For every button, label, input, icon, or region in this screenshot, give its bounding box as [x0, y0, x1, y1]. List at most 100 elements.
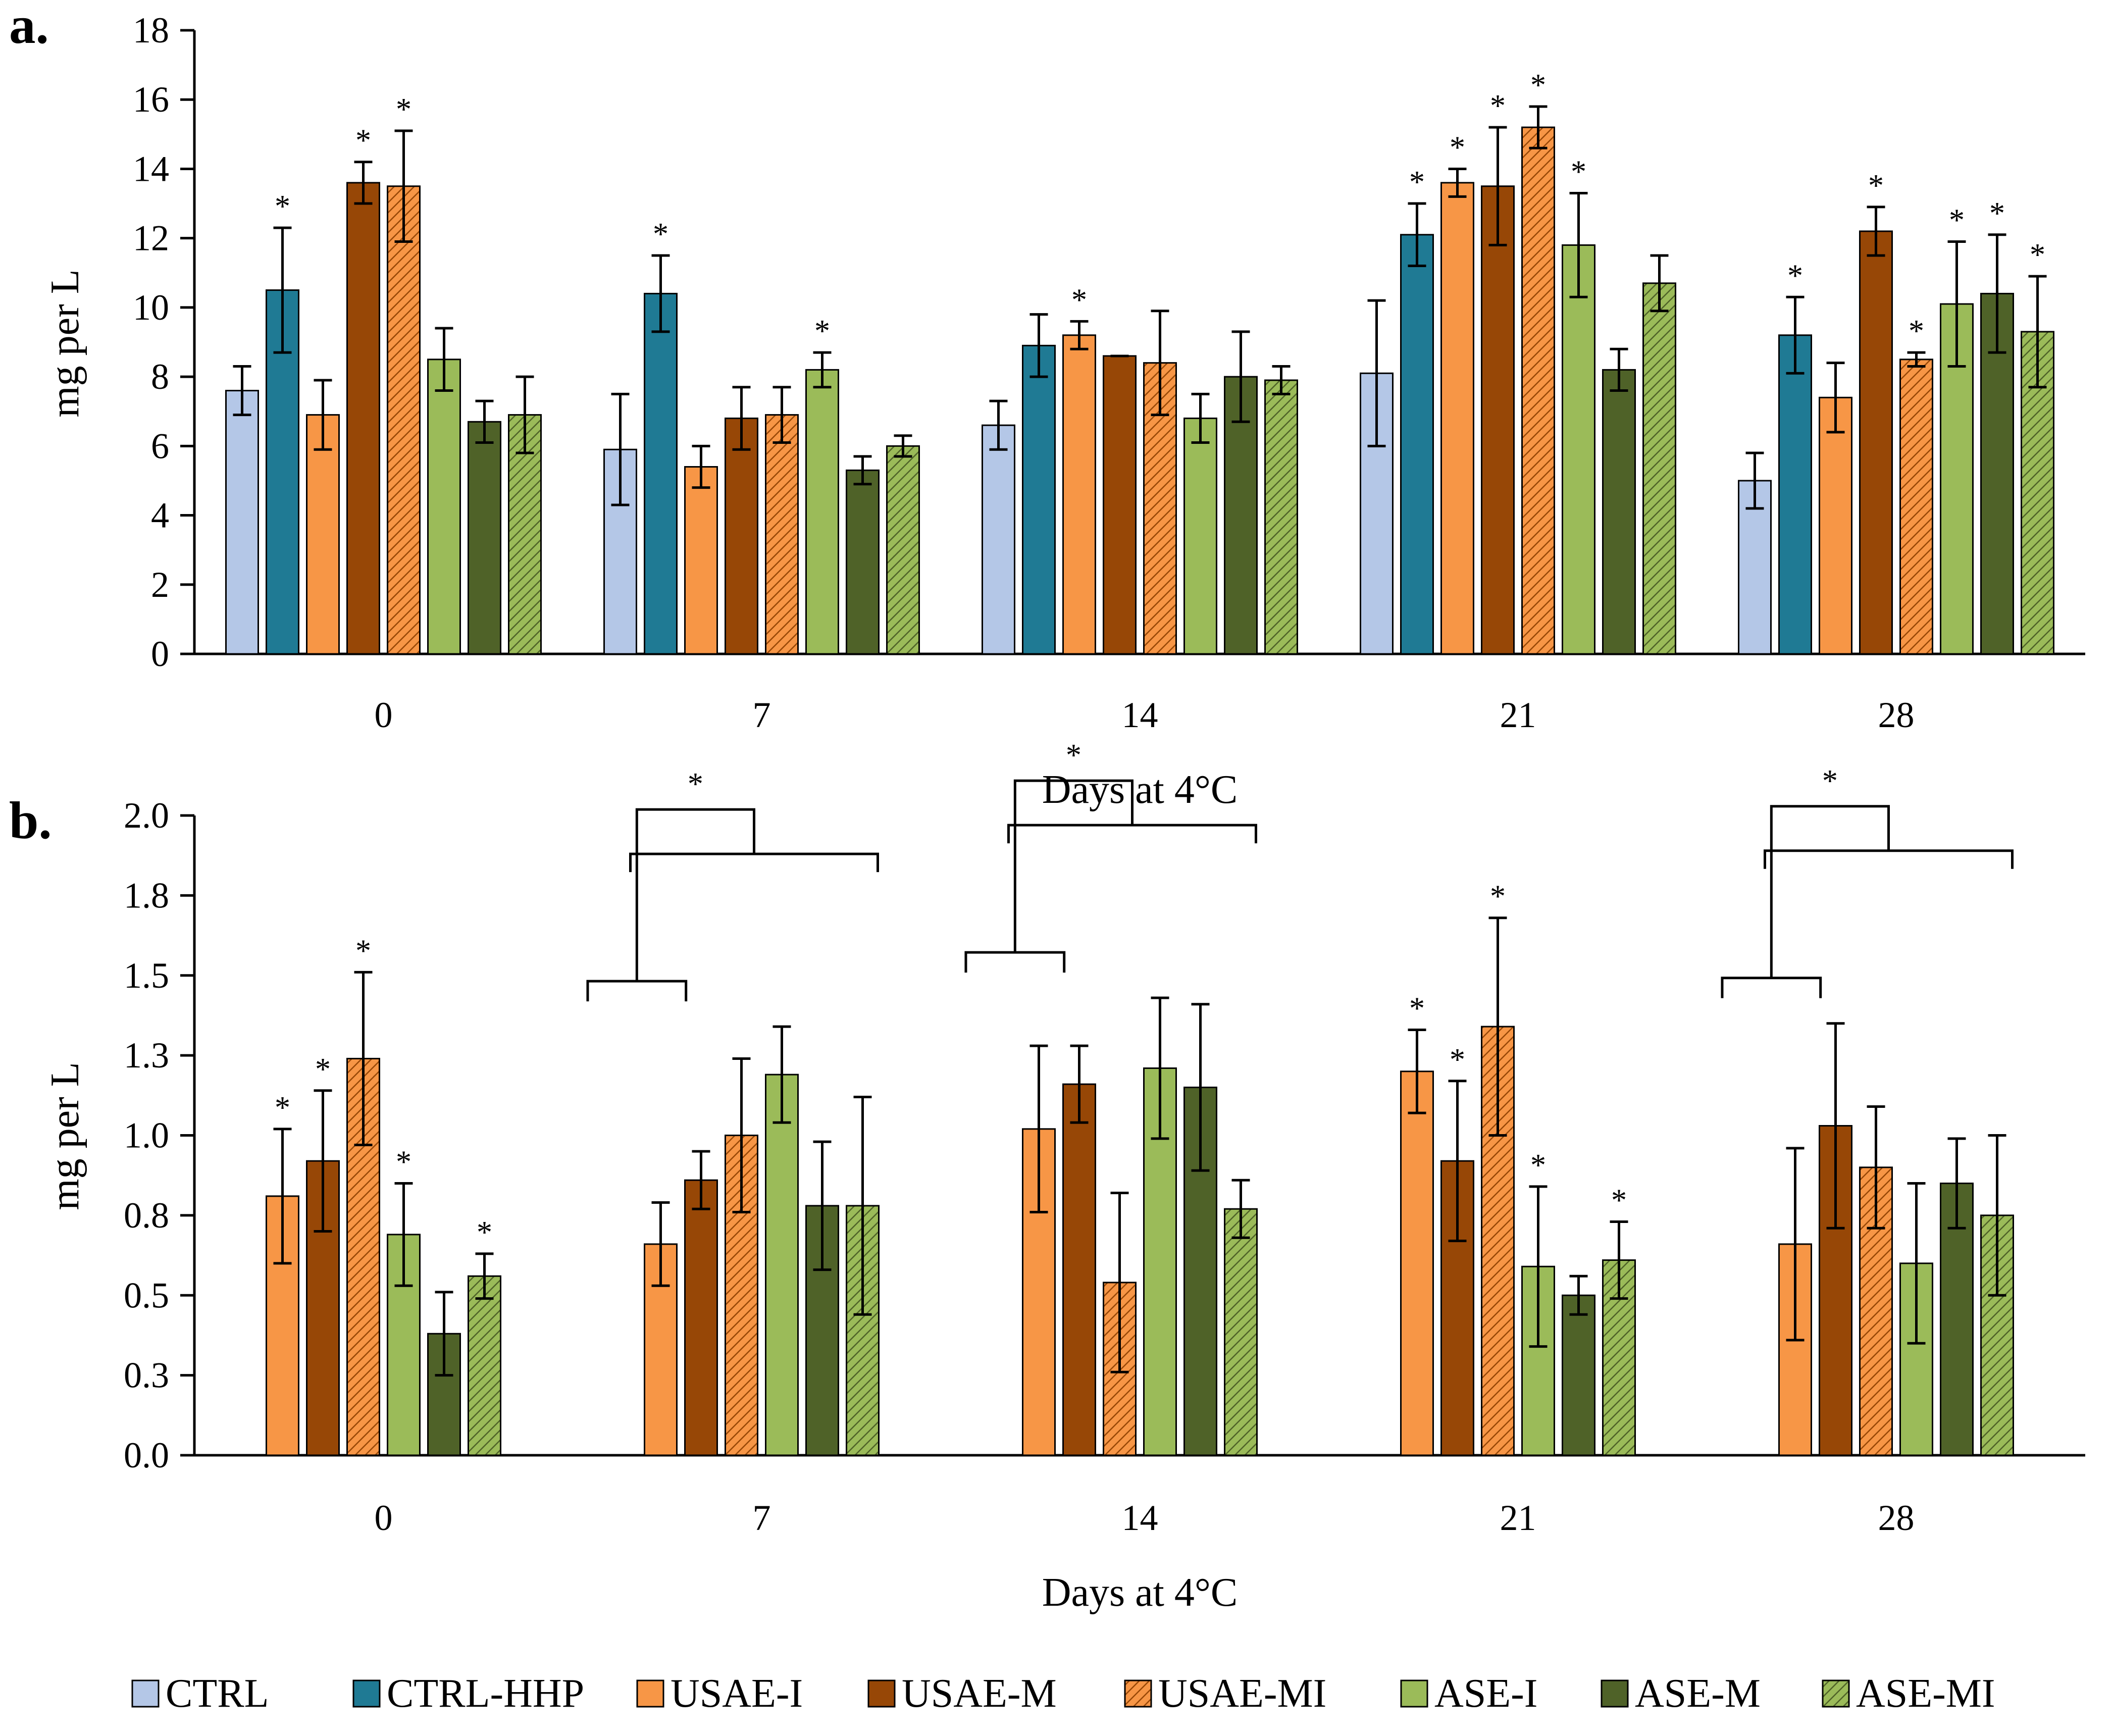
bar-ctrl-hhp-day-7	[644, 292, 678, 655]
panel-a-chart: a. 0 2 4 6 8 10 12 14 16 18 mg per L Days at 4°C 0 7 14…	[9, 0, 2085, 812]
bar-usae-mi-day-14	[1143, 362, 1177, 655]
x-tick-label: 0	[375, 695, 393, 735]
bar-usae-m-day-21	[1481, 185, 1515, 655]
bar-ase-mi-day-7	[886, 445, 920, 655]
y-tick-label: 0.3	[124, 1355, 169, 1396]
x-tick-label: 28	[1878, 695, 1915, 735]
significance-star: *	[315, 1052, 331, 1087]
significance-star: *	[396, 92, 411, 127]
bar-usae-m-day-28	[1859, 230, 1893, 655]
bar-ase-mi-day-0	[468, 1275, 501, 1456]
comparison-bracket-left	[964, 951, 1066, 973]
bar-ase-m-day-0	[468, 421, 501, 655]
x-axis-title: Days at 4°C	[1042, 768, 1238, 812]
comparison-bracket-left	[586, 980, 688, 1002]
significance-star: *	[477, 1215, 492, 1250]
bar-ase-m-day-21	[1602, 369, 1636, 655]
significance-star: *	[396, 1145, 411, 1180]
bar-usae-mi-day-28	[1899, 359, 1933, 655]
comparison-bracket-left	[1721, 977, 1822, 998]
significance-star: *	[1450, 130, 1465, 165]
bar-ase-mi-day-0	[508, 414, 542, 655]
significance-star: *	[1909, 314, 1924, 348]
comparison-bracket-top	[1770, 805, 1890, 978]
significance-star: *	[1450, 1043, 1465, 1077]
significance-star: *	[355, 124, 371, 158]
bracket-significance-star: *	[688, 767, 703, 801]
comparison-bracket-top	[1013, 779, 1134, 953]
significance-star: *	[1490, 89, 1506, 123]
legend-label-usae-m: USAE-M	[902, 1671, 1057, 1716]
significance-star: *	[1868, 169, 1884, 203]
legend: CTRL CTRL-HHP USAE-I USAE-M USAE-MI ASE-I ASE-…	[131, 1671, 1995, 1716]
significance-star: *	[1989, 196, 2005, 231]
comparison-bracket-right	[629, 852, 879, 873]
bar-ase-m-day-21	[1562, 1294, 1595, 1456]
bar-usae-i-day-21	[1400, 1070, 1434, 1456]
x-tick-label: 7	[753, 695, 771, 735]
bar-ctrl-hhp-day-28	[1778, 334, 1812, 655]
y-tick-label: 12	[133, 218, 169, 259]
legend-swatch-ase-m	[1601, 1679, 1629, 1708]
y-tick-label: 6	[151, 426, 169, 466]
y-tick-label: 1.8	[124, 875, 169, 915]
y-tick-label: 18	[133, 10, 169, 50]
legend-swatch-ctrl	[131, 1679, 160, 1708]
legend-swatch-ase-mi	[1822, 1679, 1850, 1708]
significance-star: *	[275, 1091, 290, 1125]
x-axis-title: Days at 4°C	[1042, 1570, 1238, 1615]
bar-ctrl-day-0	[225, 390, 259, 655]
bar-ase-i-day-7	[805, 369, 839, 655]
x-tick-label: 21	[1500, 695, 1536, 735]
x-tick-label: 14	[1122, 695, 1158, 735]
legend-swatch-ase-i	[1400, 1679, 1428, 1708]
legend-label-usae-mi: USAE-MI	[1158, 1671, 1326, 1716]
bar-usae-i-day-7	[684, 466, 718, 655]
y-tick-label: 2	[151, 565, 169, 605]
bar-usae-m-day-7	[725, 417, 758, 655]
bar-ase-mi-day-14	[1264, 379, 1298, 655]
significance-star: *	[1571, 155, 1586, 189]
comparison-bracket-right	[1764, 849, 2014, 869]
bar-ase-m-day-7	[846, 469, 880, 655]
bar-usae-mi-day-0	[387, 185, 421, 655]
significance-star: *	[814, 314, 830, 348]
bracket-significance-star: *	[1822, 764, 1838, 798]
y-tick-label: 1.3	[124, 1035, 169, 1076]
legend-swatch-usae-i	[636, 1679, 664, 1708]
significance-star: *	[355, 934, 371, 968]
panel-b-chart: b. 0.0 0.3 0.5 0.8 1.0 1.3 1.5 1.8 2.0 mg per L Day…	[9, 738, 2085, 1615]
bar-usae-i-day-14	[1062, 334, 1096, 655]
significance-star: *	[1071, 283, 1087, 317]
significance-star: *	[1409, 165, 1425, 199]
y-tick-label: 10	[133, 287, 169, 328]
x-tick-label: 7	[753, 1498, 771, 1538]
y-tick-label: 0.5	[124, 1275, 169, 1315]
legend-label-ase-i: ASE-I	[1434, 1671, 1537, 1716]
legend-swatch-usae-mi	[1124, 1679, 1152, 1708]
legend-swatch-usae-m	[867, 1679, 896, 1708]
significance-star: *	[1949, 203, 1965, 238]
bar-usae-i-day-28	[1819, 396, 1852, 655]
bar-ase-i-day-7	[765, 1074, 799, 1456]
y-axis-title: mg per L	[43, 1062, 87, 1210]
bar-ase-mi-day-14	[1224, 1208, 1258, 1456]
panel-label: b.	[9, 791, 52, 850]
y-tick-label: 8	[151, 356, 169, 397]
x-tick-label: 21	[1500, 1498, 1536, 1538]
bar-usae-i-day-21	[1440, 182, 1474, 655]
bar-ase-i-day-21	[1562, 244, 1595, 655]
bar-ctrl-hhp-day-21	[1400, 234, 1434, 655]
bar-ctrl-day-14	[982, 424, 1015, 655]
bar-usae-m-day-14	[1062, 1083, 1096, 1456]
y-tick-label: 0.8	[124, 1195, 169, 1236]
significance-star: *	[1530, 68, 1546, 103]
bar-usae-m-day-0	[346, 182, 380, 655]
significance-star: *	[1530, 1148, 1546, 1183]
y-tick-label: 0.0	[124, 1435, 169, 1475]
bar-ase-i-day-14	[1183, 417, 1217, 655]
bar-ctrl-hhp-day-14	[1022, 344, 1056, 655]
y-tick-label: 2.0	[124, 795, 169, 836]
legend-label-ase-m: ASE-M	[1635, 1671, 1761, 1716]
y-tick-label: 1.0	[124, 1115, 169, 1156]
